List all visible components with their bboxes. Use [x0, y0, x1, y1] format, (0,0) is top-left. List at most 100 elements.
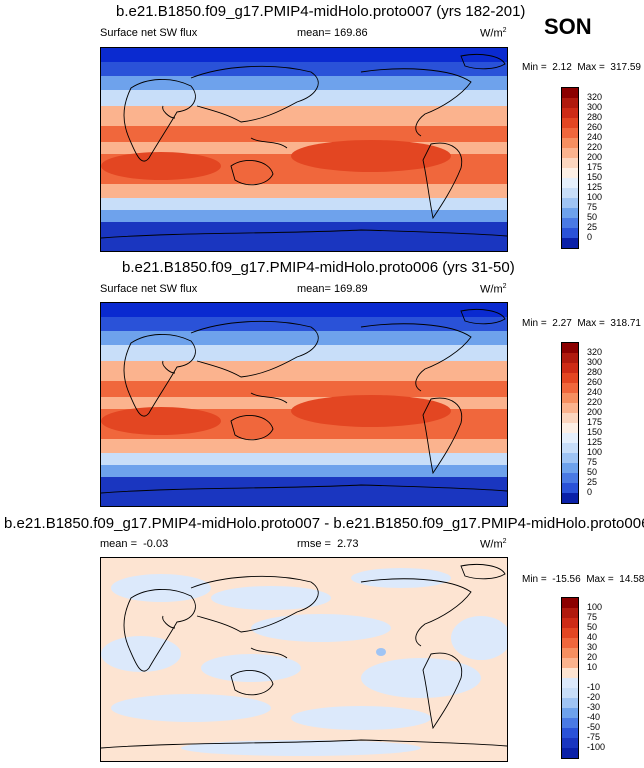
colorbar-swatch — [562, 628, 578, 638]
panel3-map — [100, 557, 508, 762]
colorbar-box — [561, 87, 579, 249]
panel3-patch — [351, 568, 451, 588]
colorbar-label: 175 — [587, 417, 603, 427]
panel3-units: W/m2 — [480, 538, 507, 551]
colorbar-label: -75 — [587, 732, 601, 742]
colorbar-label: 100 — [587, 602, 603, 612]
panel3-patch — [211, 586, 331, 610]
colorbar-swatch — [562, 128, 578, 138]
colorbar-label: 0 — [587, 487, 593, 497]
panel1-africa — [123, 78, 196, 162]
panel2-coastlines — [101, 308, 507, 494]
colorbar-swatch — [562, 148, 578, 158]
colorbar-label: 320 — [587, 347, 603, 357]
colorbar-swatch — [562, 648, 578, 658]
colorbar-swatch — [562, 218, 578, 228]
panel2-mean-value: 169.89 — [334, 283, 368, 295]
panel3-patch — [291, 706, 431, 730]
colorbar-label: 75 — [587, 612, 598, 622]
panel1-variable: Surface net SW flux — [100, 27, 198, 39]
colorbar-label: 50 — [587, 212, 598, 222]
panel1-map-svg — [101, 48, 507, 251]
panel2-band-n2 — [101, 331, 507, 349]
panel1-band-n4 — [101, 106, 507, 128]
colorbar-swatch — [562, 98, 578, 108]
colorbar-box — [561, 342, 579, 504]
colorbar-label: 0 — [587, 232, 593, 242]
colorbar-label: 40 — [587, 632, 598, 642]
panel3-mean-value: -0.03 — [143, 538, 169, 550]
panel3-min: -15.56 — [552, 574, 581, 585]
colorbar-label: 240 — [587, 387, 603, 397]
colorbar-label: 100 — [587, 192, 603, 202]
colorbar-swatch — [562, 638, 578, 648]
panel2-band-s3 — [101, 465, 507, 479]
colorbar-label: -20 — [587, 692, 601, 702]
colorbar-label: 30 — [587, 642, 598, 652]
panel1-mean-value: 169.86 — [334, 27, 368, 39]
colorbar-swatch — [562, 413, 578, 423]
panel3-south-america — [422, 652, 463, 730]
panel1-mean-label: mean= — [297, 27, 331, 39]
panel3-indonesia — [250, 647, 288, 659]
panel2-pacific-max — [291, 395, 451, 427]
colorbar-label: 240 — [587, 132, 603, 142]
panel3-arabia — [162, 615, 176, 629]
panel3-mean: mean = -0.03 — [100, 538, 168, 550]
colorbar-swatch — [562, 493, 578, 503]
colorbar-label: 300 — [587, 102, 603, 112]
panel2-band-s1 — [101, 439, 507, 455]
colorbar-swatch — [562, 473, 578, 483]
panel3-blue-patches — [101, 568, 507, 756]
panel3-minmax: Min = -15.56 Max = 14.58 — [522, 574, 644, 585]
panel1-mean: mean= 169.86 — [297, 27, 368, 39]
colorbar-swatch — [562, 463, 578, 473]
colorbar-swatch — [562, 698, 578, 708]
panel2-antarctica — [101, 484, 507, 494]
panel2-variable: Surface net SW flux — [100, 283, 198, 295]
panel3-coastlines — [101, 563, 507, 749]
colorbar-swatch — [562, 188, 578, 198]
panel1-australia — [230, 159, 274, 186]
colorbar-label: 20 — [587, 652, 598, 662]
panel3-patch — [201, 654, 301, 682]
panel3-north-america — [360, 578, 472, 647]
panel2-arabia — [162, 360, 176, 374]
panel1-coastlines — [101, 53, 507, 239]
colorbar-swatch — [562, 443, 578, 453]
panel2-africa — [123, 333, 196, 417]
colorbar-label: -100 — [587, 742, 606, 752]
colorbar-label: 150 — [587, 427, 603, 437]
panel3-max: 14.58 — [619, 574, 644, 585]
colorbar-label: -50 — [587, 722, 601, 732]
panel3-patch — [101, 636, 181, 672]
colorbar-swatch — [562, 618, 578, 628]
colorbar-swatch — [562, 88, 578, 98]
panel3-colorbar: 100 75 50 40 30 20 10 -10 -20 -30 -40 -50 -75 -100 — [561, 597, 605, 759]
panel2-minmax: Min = 2.27 Max = 318.71 — [522, 318, 641, 329]
panel3-rmse: rmse = 2.73 — [297, 538, 358, 550]
panel1-greenland — [460, 53, 506, 70]
panel3-eurasia — [190, 575, 319, 633]
panel3-africa — [123, 588, 196, 672]
panel1-south-america — [422, 142, 463, 220]
colorbar-swatch — [562, 393, 578, 403]
panel2-colorbar: 320 300 280 260 240 220 200 175 150 125 100 75 50 25 0 — [561, 342, 602, 504]
colorbar-label: -40 — [587, 712, 601, 722]
colorbar-label: 50 — [587, 467, 598, 477]
colorbar-swatch — [562, 678, 578, 688]
colorbar-label: 200 — [587, 152, 603, 162]
colorbar-swatch — [562, 158, 578, 168]
colorbar-swatch — [562, 688, 578, 698]
panel2-max: 318.71 — [610, 318, 641, 329]
panel1-colorbar: 320 300 280 260 240 220 200 175 150 125 100 75 50 25 0 — [561, 87, 602, 249]
colorbar-swatch — [562, 738, 578, 748]
panel3-patch — [111, 694, 271, 722]
colorbar-swatch — [562, 138, 578, 148]
colorbar-swatch — [562, 178, 578, 188]
panel1-antarctica — [101, 229, 507, 239]
colorbar-swatch — [562, 728, 578, 738]
panel2-north-america — [360, 323, 472, 392]
colorbar-swatch — [562, 403, 578, 413]
panel2-mean-label: mean= — [297, 283, 331, 295]
